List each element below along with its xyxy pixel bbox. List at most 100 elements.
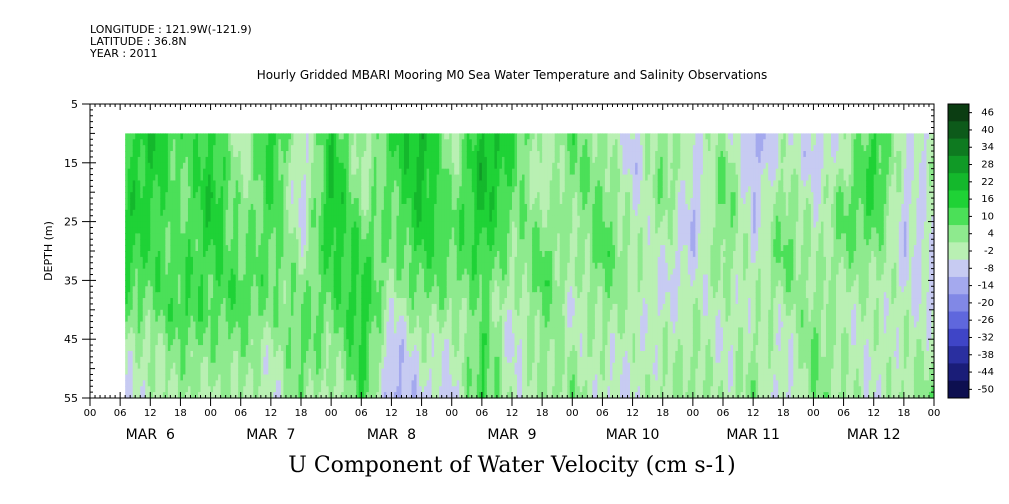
heatmap-cell — [265, 374, 269, 381]
heatmap-cell — [253, 133, 257, 140]
heatmap-cell — [150, 221, 154, 229]
heatmap-cell — [283, 327, 287, 334]
heatmap-cell — [240, 174, 244, 182]
heatmap-cell — [273, 303, 277, 311]
heatmap-cell — [150, 186, 154, 193]
heatmap-cell — [298, 386, 302, 393]
heatmap-cell — [283, 227, 287, 234]
heatmap-cell — [321, 151, 325, 158]
heatmap-cell — [157, 298, 161, 305]
heatmap-cell — [258, 274, 262, 281]
heatmap-cell — [160, 303, 164, 311]
heatmap-cell — [326, 274, 330, 281]
heatmap-cell — [280, 368, 285, 376]
heatmap-cell — [308, 286, 312, 293]
heatmap-cell — [200, 198, 204, 205]
heatmap-cell — [318, 350, 322, 358]
heatmap-cell — [132, 268, 136, 276]
heatmap-cell — [142, 156, 146, 164]
heatmap-cell — [230, 139, 234, 146]
heatmap-cell — [303, 239, 307, 246]
heatmap-cell — [265, 221, 269, 229]
heatmap-cell — [280, 298, 285, 305]
heatmap-cell — [316, 298, 320, 305]
heatmap-cell — [127, 221, 131, 229]
heatmap-cell — [248, 327, 252, 334]
heatmap-cell — [200, 192, 204, 199]
heatmap-cell — [238, 256, 242, 264]
heatmap-cell — [258, 256, 262, 264]
heatmap-cell — [180, 133, 184, 140]
heatmap-cell — [215, 309, 219, 317]
heatmap-cell — [258, 203, 262, 211]
heatmap-cell — [165, 133, 169, 140]
heatmap-cell — [265, 274, 269, 281]
heatmap-cell — [245, 215, 249, 223]
heatmap-cell — [313, 227, 317, 234]
heatmap-cell — [298, 309, 302, 317]
heatmap-cell — [263, 221, 267, 229]
heatmap-cell — [127, 145, 131, 152]
heatmap-cell — [135, 180, 139, 187]
heatmap-cell — [238, 156, 242, 164]
heatmap-cell — [233, 174, 237, 182]
heatmap-cell — [177, 256, 182, 264]
heatmap-cell — [323, 315, 327, 323]
heatmap-cell — [288, 262, 292, 270]
heatmap-cell — [273, 356, 277, 364]
heatmap-cell — [235, 180, 239, 187]
heatmap-cell — [280, 321, 285, 329]
heatmap-cell — [192, 392, 197, 399]
heatmap-cell — [290, 380, 295, 387]
heatmap-cell — [258, 380, 262, 387]
heatmap-cell — [321, 327, 325, 334]
heatmap-cell — [198, 209, 202, 217]
heatmap-cell — [331, 192, 335, 199]
heatmap-cell — [127, 186, 131, 193]
heatmap-cell — [303, 186, 307, 193]
heatmap-cell — [142, 327, 146, 334]
heatmap-cell — [288, 345, 292, 352]
heatmap-cell — [245, 321, 249, 329]
heatmap-cell — [213, 280, 217, 287]
heatmap-cell — [155, 362, 159, 370]
heatmap-cell — [275, 309, 279, 317]
heatmap-cell — [167, 168, 171, 176]
heatmap-cell — [263, 245, 267, 252]
heatmap-cell — [250, 356, 254, 364]
heatmap-cell — [150, 262, 154, 270]
heatmap-cell — [137, 233, 141, 240]
heatmap-cell — [263, 362, 267, 370]
heatmap-cell — [208, 362, 212, 370]
heatmap-cell — [205, 221, 209, 229]
heatmap-cell — [203, 274, 207, 281]
heatmap-cell — [190, 151, 194, 158]
heatmap-cell — [172, 321, 176, 329]
heatmap-cell — [228, 186, 232, 193]
heatmap-cell — [285, 186, 290, 193]
heatmap-cell — [215, 321, 219, 329]
heatmap-cell — [177, 174, 182, 182]
heatmap-cell — [323, 245, 327, 252]
heatmap-cell — [135, 327, 139, 334]
heatmap-cell — [253, 280, 257, 287]
heatmap-cell — [328, 251, 332, 258]
heatmap-cell — [140, 221, 144, 229]
heatmap-cell — [285, 333, 290, 340]
heatmap-cell — [270, 350, 274, 358]
heatmap-cell — [295, 186, 300, 193]
heatmap-cell — [140, 262, 144, 270]
heatmap-cell — [175, 392, 179, 399]
heatmap-cell — [142, 256, 146, 264]
heatmap-cell — [253, 262, 257, 270]
heatmap-cell — [308, 168, 312, 176]
heatmap-cell — [318, 221, 322, 229]
heatmap-cell — [275, 345, 279, 352]
heatmap-cell — [285, 145, 290, 152]
heatmap-cell — [243, 386, 247, 393]
heatmap-cell — [203, 327, 207, 334]
heatmap-cell — [170, 298, 174, 305]
heatmap-cell — [147, 274, 151, 281]
heatmap-cell — [298, 233, 302, 240]
heatmap-cell — [177, 380, 182, 387]
